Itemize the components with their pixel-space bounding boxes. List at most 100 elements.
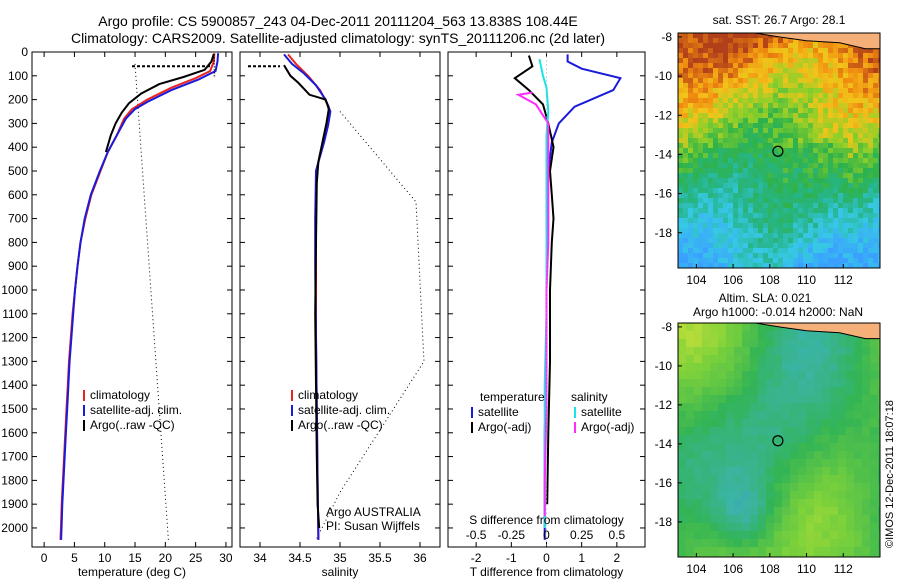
map-cell	[683, 198, 689, 204]
map-cell	[742, 499, 751, 508]
map-cell	[774, 547, 783, 556]
map-cell	[858, 183, 864, 189]
map-cell	[768, 38, 774, 44]
map-cell	[683, 263, 689, 269]
map-cell	[702, 323, 711, 332]
map-cell	[748, 163, 754, 169]
map-cell	[798, 339, 807, 348]
map-cell	[863, 178, 869, 184]
map-cell	[783, 128, 789, 134]
map-cell	[814, 451, 823, 460]
map-cell	[803, 223, 809, 229]
map-cell	[698, 108, 704, 114]
map-cell	[743, 263, 749, 269]
y-tick-label: 200	[8, 93, 28, 107]
map-cell	[823, 178, 829, 184]
map-cell	[702, 499, 711, 508]
map-cell	[742, 339, 751, 348]
map-cell	[723, 148, 729, 154]
map-cell	[813, 238, 819, 244]
map-cell	[793, 53, 799, 59]
map-cell	[678, 387, 687, 396]
map-cell	[830, 403, 839, 412]
map-cell	[823, 103, 829, 109]
map-cell	[862, 371, 871, 380]
map-cell	[843, 203, 849, 209]
map-cell	[863, 113, 869, 119]
map-cell	[758, 515, 767, 524]
map-cell	[863, 188, 869, 194]
map-cell	[793, 163, 799, 169]
map-cell	[726, 419, 735, 428]
map-cell	[768, 68, 774, 74]
map-cell	[853, 138, 859, 144]
map-cell	[678, 233, 684, 239]
map-cell	[763, 223, 769, 229]
y-tick-label: 1900	[1, 497, 28, 511]
map-cell	[783, 98, 789, 104]
map-cell	[782, 347, 791, 356]
map-cell	[688, 33, 694, 39]
map-cell	[683, 243, 689, 249]
map-cell	[793, 113, 799, 119]
map-cell	[838, 539, 847, 548]
map-cell	[742, 491, 751, 500]
map-cell	[718, 331, 727, 340]
map-cell	[678, 523, 687, 532]
map-cell	[773, 213, 779, 219]
map-cell	[814, 555, 823, 558]
map-cell	[778, 238, 784, 244]
map-cell	[878, 253, 881, 259]
map-cell	[838, 491, 847, 500]
map-cell	[763, 263, 769, 269]
map-cell	[750, 323, 759, 332]
map-cell	[838, 128, 844, 134]
map-cell	[790, 387, 799, 396]
map-cell	[808, 218, 814, 224]
map-cell	[703, 213, 709, 219]
map-cell	[878, 371, 881, 380]
map-cell	[878, 483, 881, 492]
map-cell	[873, 263, 879, 269]
map-cell	[703, 133, 709, 139]
map-cell	[726, 387, 735, 396]
map-cell	[683, 158, 689, 164]
map-cell	[710, 435, 719, 444]
map-cell	[713, 168, 719, 174]
map-cell	[803, 133, 809, 139]
map-cell	[718, 435, 727, 444]
map-cell	[726, 539, 735, 548]
map-cell	[713, 253, 719, 259]
map-cell	[798, 483, 807, 492]
map-cell	[686, 411, 695, 420]
map-cell	[790, 499, 799, 508]
map-cell	[718, 208, 724, 214]
map-cell	[838, 475, 847, 484]
map-cell	[774, 379, 783, 388]
map-cell	[763, 178, 769, 184]
map-cell	[718, 253, 724, 259]
map-cell	[863, 73, 869, 79]
map-cell	[793, 133, 799, 139]
map-cell	[768, 228, 774, 234]
map-cell	[868, 73, 874, 79]
map-cell	[788, 98, 794, 104]
map-cell	[713, 213, 719, 219]
map-cell	[710, 363, 719, 372]
map-cell	[686, 459, 695, 468]
map-cell	[833, 218, 839, 224]
map-cell	[733, 208, 739, 214]
map-cell	[793, 118, 799, 124]
map-cell	[838, 499, 847, 508]
map-cell	[713, 53, 719, 59]
map-cell	[718, 459, 727, 468]
map-cell	[758, 253, 764, 259]
map-cell	[718, 173, 724, 179]
map-cell	[726, 347, 735, 356]
map-cell	[702, 483, 711, 492]
map-cell	[753, 188, 759, 194]
map-cell	[733, 98, 739, 104]
map-cell	[833, 148, 839, 154]
map-cell	[818, 193, 824, 199]
map-cell	[862, 459, 871, 468]
